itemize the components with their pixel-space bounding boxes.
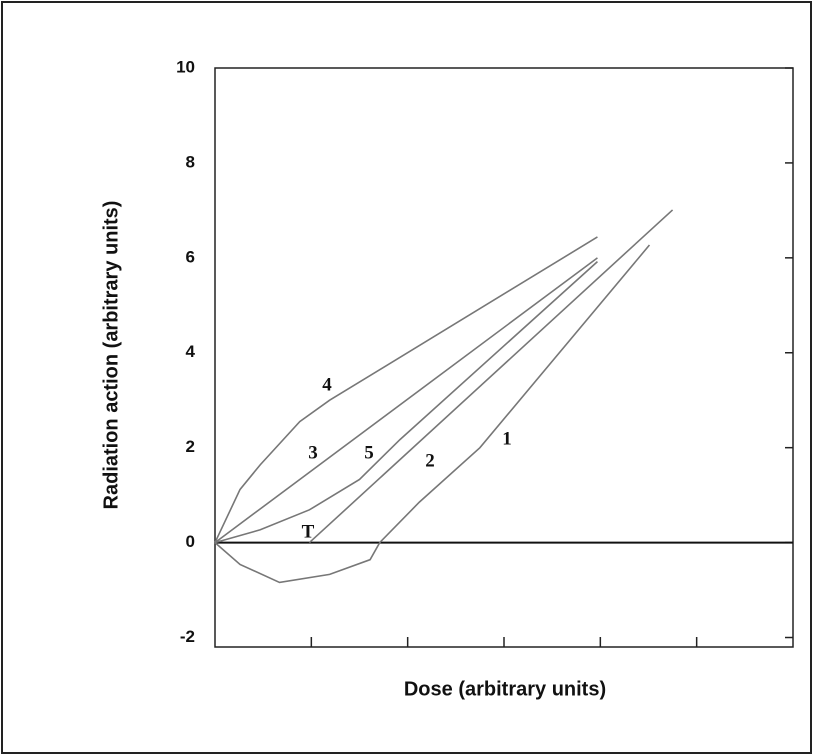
annotation: T [302,521,315,542]
series-line [214,257,598,544]
series-line [214,261,598,544]
y-tick-label: 2 [186,437,195,456]
y-tick-label: 10 [176,57,195,76]
x-axis-title: Dose (arbitrary units) [404,678,606,700]
curve-label: 4 [322,374,332,395]
y-tick-label: -2 [180,627,195,646]
series-line [308,209,674,544]
y-tick-label: 4 [186,342,196,361]
series-line [214,236,598,543]
plot-area [214,67,794,648]
series-line [214,244,651,584]
curve-label: 2 [425,450,435,471]
y-tick-label: 0 [186,532,195,551]
curve-label: 5 [364,442,374,463]
y-tick-label: 6 [186,247,195,266]
y-tick-label: 8 [186,152,195,171]
y-axis-title: Radiation action (arbitrary units) [100,201,122,510]
curve-label: 1 [502,428,512,449]
curve-label: 3 [308,442,318,463]
